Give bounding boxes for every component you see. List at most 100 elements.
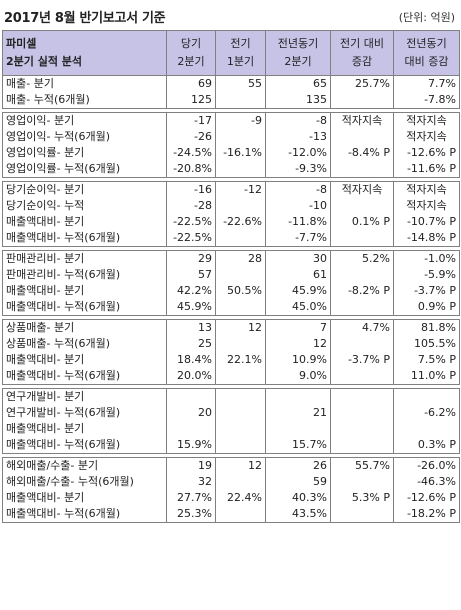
qoq-change-value: -3.7% P: [330, 352, 394, 368]
qoq-change-value: [330, 368, 394, 385]
qoq-change-value: [330, 267, 394, 283]
current-quarter-value: [166, 388, 216, 405]
prior-year-value: [265, 388, 331, 405]
qoq-change-value: -8.2% P: [330, 283, 394, 299]
header-line: 2분기: [177, 55, 205, 68]
metric-label: 영업이익률- 누적(6개월): [2, 161, 167, 178]
previous-quarter-value: -12: [215, 181, 266, 198]
yoy-change-value: [393, 388, 460, 405]
prior-year-value: -10: [265, 198, 331, 214]
metric-label: 매출액대비- 분기: [2, 352, 167, 368]
table-row: 판매관리비- 누적(6개월) 57 61 -5.9%: [2, 267, 460, 283]
yoy-change-value: -1.0%: [393, 250, 460, 267]
table-row: 매출액대비- 누적(6개월) 45.9% 45.0% 0.9% P: [2, 299, 460, 316]
table-row: 매출- 누적(6개월) 125 135 -7.8%: [2, 92, 460, 109]
header-line: 2분기: [284, 55, 312, 68]
yoy-change-value: 적자지속: [393, 181, 460, 198]
qoq-change-value: 4.7%: [330, 319, 394, 336]
table-row: 영업이익- 분기 -17 -9 -8 적자지속 적자지속: [2, 112, 460, 129]
metric-label: 판매관리비- 누적(6개월): [2, 267, 167, 283]
table-row: 매출액대비- 분기: [2, 421, 460, 437]
current-quarter-value: -16: [166, 181, 216, 198]
table-body: 매출- 분기 69 55 65 25.7% 7.7% 매출- 누적(6개월) 125 135 -7…: [2, 75, 460, 523]
metric-label: 매출- 누적(6개월): [2, 92, 167, 109]
table-row: 매출액대비- 분기 -22.5% -22.6% -11.8% 0.1% P -10.7% …: [2, 214, 460, 230]
yoy-change-value: 7.7%: [393, 75, 460, 92]
yoy-change-value: -14.8% P: [393, 230, 460, 247]
header-current-quarter: 당기 2분기: [166, 30, 216, 76]
qoq-change-value: 0.1% P: [330, 214, 394, 230]
metric-label: 당기순이익- 누적: [2, 198, 167, 214]
metric-label: 영업이익- 분기: [2, 112, 167, 129]
current-quarter-value: 13: [166, 319, 216, 336]
metric-label: 해외매출/수출- 누적(6개월): [2, 474, 167, 490]
qoq-change-value: 5.2%: [330, 250, 394, 267]
metric-label: 연구개발비- 분기: [2, 388, 167, 405]
current-quarter-value: 45.9%: [166, 299, 216, 316]
prior-year-value: 45.9%: [265, 283, 331, 299]
title-bar: 2017년 8월 반기보고서 기준 (단위: 억원): [0, 0, 461, 30]
table-row: 판매관리비- 분기 29 28 30 5.2% -1.0%: [2, 250, 460, 267]
yoy-change-value: -46.3%: [393, 474, 460, 490]
header-line: 전년동기: [277, 37, 319, 50]
qoq-change-value: [330, 405, 394, 421]
current-quarter-value: 29: [166, 250, 216, 267]
yoy-change-value: -11.6% P: [393, 161, 460, 178]
prior-year-value: 9.0%: [265, 368, 331, 385]
prior-year-value: 59: [265, 474, 331, 490]
yoy-change-value: -7.8%: [393, 92, 460, 109]
yoy-change-value: 105.5%: [393, 336, 460, 352]
table-row: 당기순이익- 누적 -28 -10 적자지속: [2, 198, 460, 214]
prior-year-value: 61: [265, 267, 331, 283]
yoy-change-value: 적자지속: [393, 198, 460, 214]
metric-label: 매출액대비- 누적(6개월): [2, 506, 167, 523]
previous-quarter-value: [215, 336, 266, 352]
metric-label: 매출액대비- 누적(6개월): [2, 299, 167, 316]
current-quarter-value: -20.8%: [166, 161, 216, 178]
yoy-change-value: 11.0% P: [393, 368, 460, 385]
qoq-change-value: [330, 198, 394, 214]
metric-label: 매출액대비- 분기: [2, 283, 167, 299]
table-row: 상품매출- 누적(6개월) 25 12 105.5%: [2, 336, 460, 352]
table-row: 영업이익- 누적(6개월) -26 -13 적자지속: [2, 129, 460, 145]
previous-quarter-value: [215, 437, 266, 454]
metric-label: 판매관리비- 분기: [2, 250, 167, 267]
header-line: 대비 증감: [404, 55, 449, 68]
qoq-change-value: [330, 388, 394, 405]
header-qoq-change: 전기 대비 증감: [330, 30, 394, 76]
qoq-change-value: [330, 421, 394, 437]
yoy-change-value: 적자지속: [393, 129, 460, 145]
header-line: 전기 대비: [340, 37, 384, 50]
current-quarter-value: -28: [166, 198, 216, 214]
qoq-change-value: [330, 474, 394, 490]
prior-year-value: -12.0%: [265, 145, 331, 161]
table-row: 매출액대비- 누적(6개월) 15.9% 15.7% 0.3% P: [2, 437, 460, 454]
previous-quarter-value: -16.1%: [215, 145, 266, 161]
yoy-change-value: [393, 421, 460, 437]
prior-year-value: 40.3%: [265, 490, 331, 506]
previous-quarter-value: 12: [215, 457, 266, 474]
table-row: 상품매출- 분기 13 12 7 4.7% 81.8%: [2, 319, 460, 336]
prior-year-value: 30: [265, 250, 331, 267]
yoy-change-value: -12.6% P: [393, 490, 460, 506]
header-company: 파미셀 2분기 실적 분석: [2, 30, 167, 76]
header-line: 2분기 실적 분석: [6, 55, 83, 68]
qoq-change-value: [330, 506, 394, 523]
prior-year-value: 135: [265, 92, 331, 109]
header-line: 전기: [230, 37, 251, 50]
metric-label: 매출액대비- 누적(6개월): [2, 368, 167, 385]
prior-year-value: -8: [265, 181, 331, 198]
current-quarter-value: 32: [166, 474, 216, 490]
report-title: 2017년 8월 반기보고서 기준: [4, 11, 166, 26]
current-quarter-value: 20.0%: [166, 368, 216, 385]
yoy-change-value: -5.9%: [393, 267, 460, 283]
yoy-change-value: -10.7% P: [393, 214, 460, 230]
table-row: 매출액대비- 분기 18.4% 22.1% 10.9% -3.7% P 7.5% P: [2, 352, 460, 368]
qoq-change-value: [330, 437, 394, 454]
qoq-change-value: [330, 92, 394, 109]
prior-year-value: 15.7%: [265, 437, 331, 454]
prior-year-value: 10.9%: [265, 352, 331, 368]
previous-quarter-value: [215, 267, 266, 283]
table-row: 매출액대비- 분기 27.7% 22.4% 40.3% 5.3% P -12.6% P: [2, 490, 460, 506]
current-quarter-value: -26: [166, 129, 216, 145]
